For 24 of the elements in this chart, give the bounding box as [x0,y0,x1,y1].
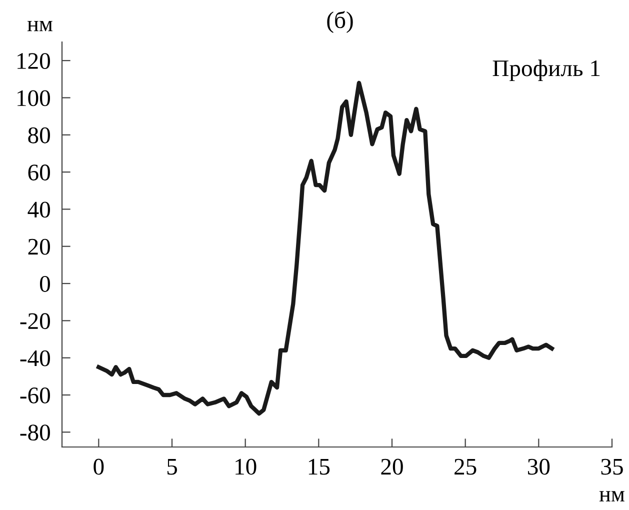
y-tick-label: 100 [18,90,50,106]
y-tick-label: -20 [20,313,50,330]
x-tick-label: 35 [601,458,623,475]
x-tick-label: 5 [167,459,177,475]
y-tick-label: -40 [20,350,50,366]
annotation: Профиль 1 [492,60,600,82]
x-tick-label: 30 [528,458,550,475]
y-tick-label: -60 [20,387,50,404]
y-tick-label: 20 [28,238,50,255]
x-tick-label: 20 [381,458,403,475]
y-tick-label: 40 [28,202,50,218]
x-tick-label: 25 [454,458,476,475]
x-tick-label: 0 [94,458,104,475]
y-tick-label: 60 [28,164,50,180]
x-tick-label: 10 [236,458,256,475]
y-tick-label: 120 [18,53,50,69]
chart-title: (б) [327,11,353,33]
line-series [96,80,554,416]
y-tick-label: 0 [40,276,50,292]
y-tick-label: 80 [28,127,50,144]
x-tick-label: 15 [308,458,330,475]
y-tick-label: -80 [20,424,50,441]
x-axis-title: нм [599,491,624,502]
y-axis-title: нм [27,20,52,32]
